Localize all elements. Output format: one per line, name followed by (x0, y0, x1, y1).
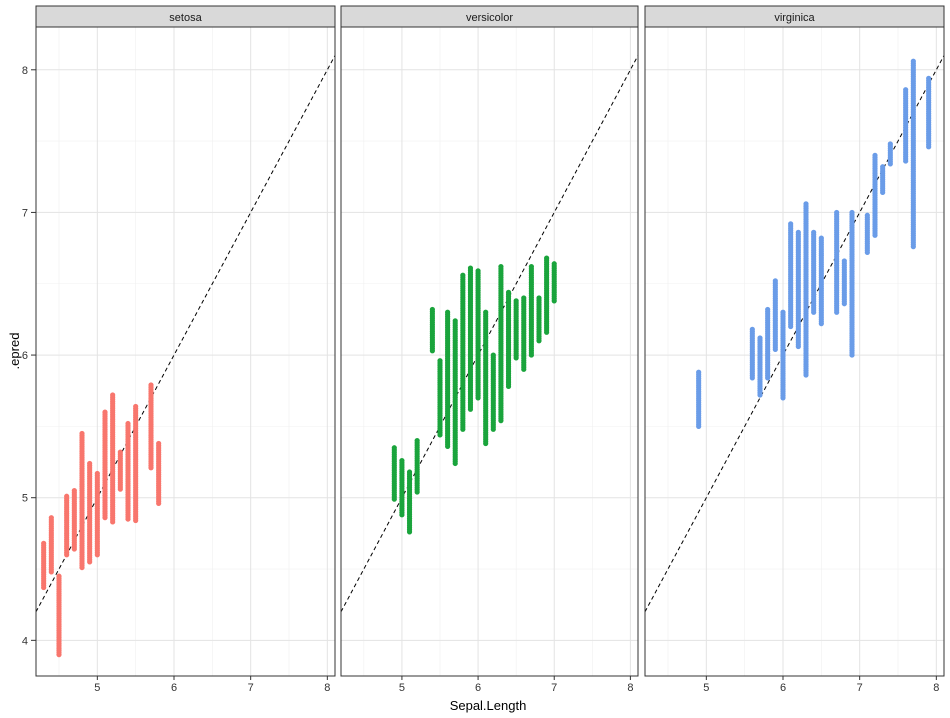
data-point (841, 301, 847, 307)
data-point (148, 465, 154, 471)
x-tick-label: 8 (933, 682, 939, 694)
y-tick-label: 8 (22, 65, 28, 77)
data-point (780, 395, 786, 401)
data-point (505, 383, 512, 390)
y-tick-label: 6 (22, 350, 28, 362)
data-point (864, 249, 870, 255)
data-point (926, 144, 932, 150)
data-point (544, 329, 550, 335)
data-point (71, 546, 77, 552)
data-point (399, 512, 405, 518)
data-point (696, 423, 702, 429)
facet-panel-versicolor: versicolor 5 6 7 8 (340, 5, 639, 694)
data-point (87, 559, 93, 565)
data-point (903, 158, 909, 164)
facet-strip (644, 5, 945, 28)
y-tick-label: 7 (22, 207, 28, 219)
data-point (437, 432, 443, 438)
data-point (910, 244, 916, 250)
data-point (94, 552, 100, 558)
data-point (117, 486, 123, 492)
x-tick-label: 6 (171, 682, 177, 694)
data-point (803, 372, 809, 378)
data-point (795, 343, 801, 350)
data-point (757, 392, 763, 398)
panel-background (645, 27, 944, 676)
data-point (490, 426, 496, 432)
x-tick-label: 5 (94, 682, 100, 694)
facet-strip-label: setosa (169, 12, 202, 24)
x-tick-label: 8 (324, 682, 330, 694)
data-point (156, 500, 162, 507)
data-point (56, 652, 62, 658)
data-point (513, 355, 519, 361)
data-point (887, 161, 893, 167)
data-point (429, 348, 435, 354)
facet-panels: setosa 5 6 7 8 versicolor 5 6 7 8 virginica 5 6 7 8 (35, 5, 945, 694)
x-tick-label: 7 (551, 682, 557, 694)
data-point (749, 375, 755, 381)
data-point (551, 298, 557, 304)
data-point (391, 496, 397, 502)
facet-panel-setosa: setosa 5 6 7 8 (35, 5, 336, 694)
data-point (475, 395, 481, 401)
data-point (880, 189, 886, 196)
data-point (536, 338, 542, 344)
identity-reference-line (644, 55, 945, 613)
x-tick-label: 7 (857, 682, 863, 694)
data-point (521, 366, 527, 372)
panel-background (341, 27, 638, 676)
y-axis-title: .epred (7, 333, 22, 370)
data-point (818, 321, 824, 327)
data-point (110, 519, 116, 525)
data-point (849, 352, 855, 358)
data-point (788, 323, 794, 330)
facet-strip (35, 5, 336, 28)
data-point (102, 515, 108, 521)
x-tick-label: 5 (399, 682, 405, 694)
identity-reference-line (340, 55, 639, 613)
data-point (133, 517, 139, 524)
x-tick-label: 6 (780, 682, 786, 694)
facet-panel-virginica: virginica 5 6 7 8 (644, 5, 945, 694)
y-axis: 4 5 6 7 8 (22, 65, 36, 647)
x-tick-label: 7 (248, 682, 254, 694)
data-point (765, 375, 771, 381)
x-tick-label: 8 (627, 682, 633, 694)
data-point (528, 352, 534, 358)
data-point (48, 569, 54, 575)
identity-reference-line (35, 55, 336, 613)
facet-strip (340, 5, 639, 28)
data-point (460, 426, 466, 432)
data-point (79, 564, 85, 571)
facet-strip-label: virginica (774, 12, 815, 24)
x-axis-title: Sepal.Length (450, 698, 527, 713)
data-point (125, 516, 131, 522)
data-point (64, 552, 70, 558)
data-point (445, 443, 451, 449)
data-point (483, 440, 489, 447)
data-point (811, 309, 817, 315)
data-point (406, 529, 413, 535)
data-point (834, 309, 840, 315)
y-tick-label: 4 (22, 635, 28, 647)
data-point (414, 489, 420, 495)
data-point (452, 460, 458, 467)
y-tick-label: 5 (22, 493, 28, 505)
x-tick-label: 6 (475, 682, 481, 694)
panel-background (36, 27, 335, 676)
data-point (498, 418, 504, 424)
data-point (41, 584, 47, 591)
x-tick-label: 5 (703, 682, 709, 694)
data-point (872, 232, 878, 238)
data-point (467, 406, 474, 412)
data-point (772, 346, 778, 352)
facet-strip-label: versicolor (466, 12, 513, 24)
